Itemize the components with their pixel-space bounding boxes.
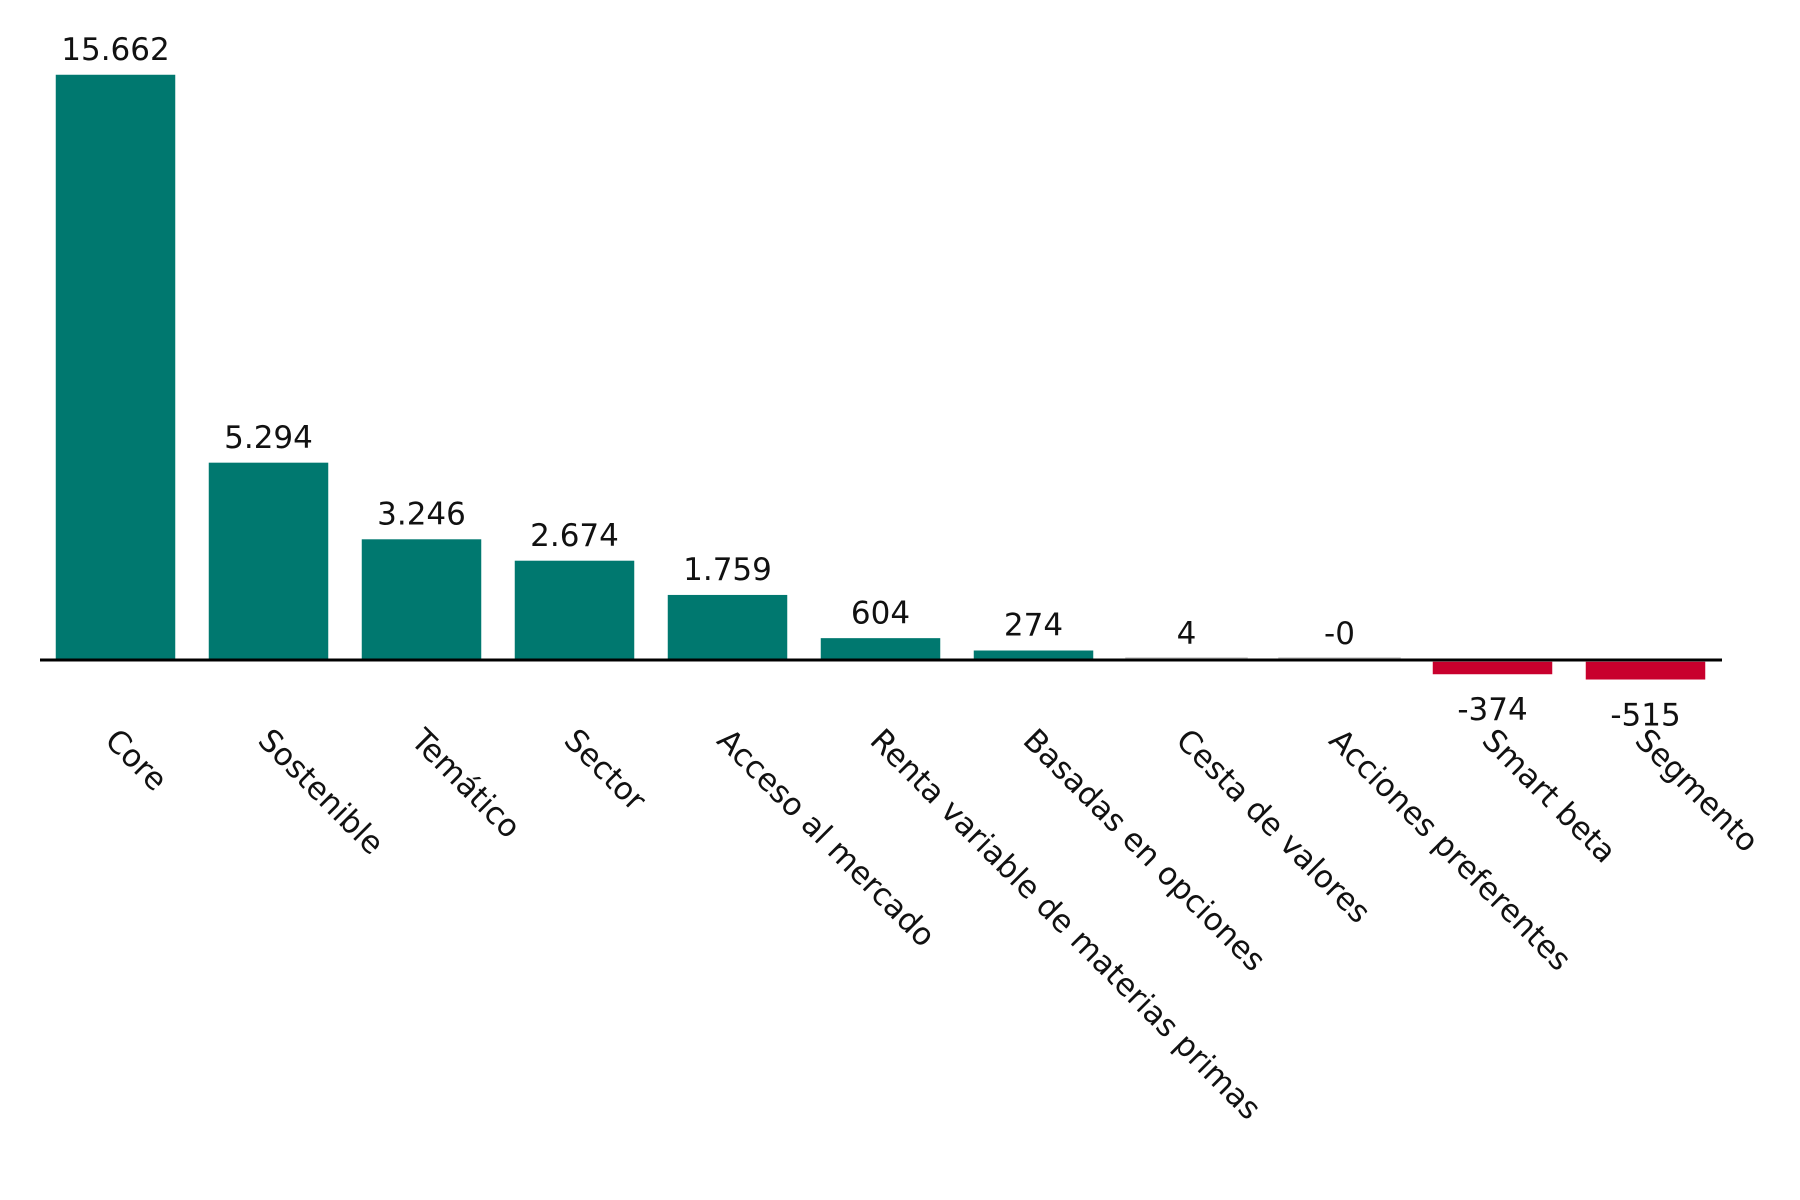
category-label-3: Sector bbox=[557, 722, 653, 818]
data-label-5: 604 bbox=[851, 595, 910, 631]
bar-5 bbox=[819, 636, 942, 661]
data-label-4: 1.759 bbox=[683, 552, 772, 588]
bar-9 bbox=[1431, 660, 1554, 676]
data-label-8: -0 bbox=[1324, 616, 1355, 652]
data-label-6: 274 bbox=[1004, 608, 1063, 644]
data-label-2: 3.246 bbox=[377, 497, 466, 533]
bars-group bbox=[54, 73, 1707, 682]
data-label-3: 2.674 bbox=[530, 518, 619, 554]
data-label-0: 15.662 bbox=[61, 32, 169, 68]
bar-10 bbox=[1584, 660, 1707, 682]
bar-0 bbox=[54, 73, 177, 661]
data-label-9: -374 bbox=[1457, 692, 1527, 728]
bar-4 bbox=[666, 593, 789, 661]
bar-2 bbox=[360, 537, 483, 661]
category-label-9: Smart beta bbox=[1475, 722, 1623, 870]
data-label-10: -515 bbox=[1610, 697, 1680, 733]
data-label-1: 5.294 bbox=[224, 420, 313, 456]
category-label-0: Core bbox=[98, 722, 174, 798]
bar-3 bbox=[513, 559, 636, 661]
category-label-1: Sostenible bbox=[251, 722, 391, 862]
category-label-2: Temático bbox=[403, 721, 527, 845]
bar-6 bbox=[972, 648, 1095, 661]
bar-1 bbox=[207, 461, 330, 661]
data-label-7: 4 bbox=[1177, 616, 1197, 652]
category-label-10: Segmento bbox=[1628, 722, 1766, 860]
